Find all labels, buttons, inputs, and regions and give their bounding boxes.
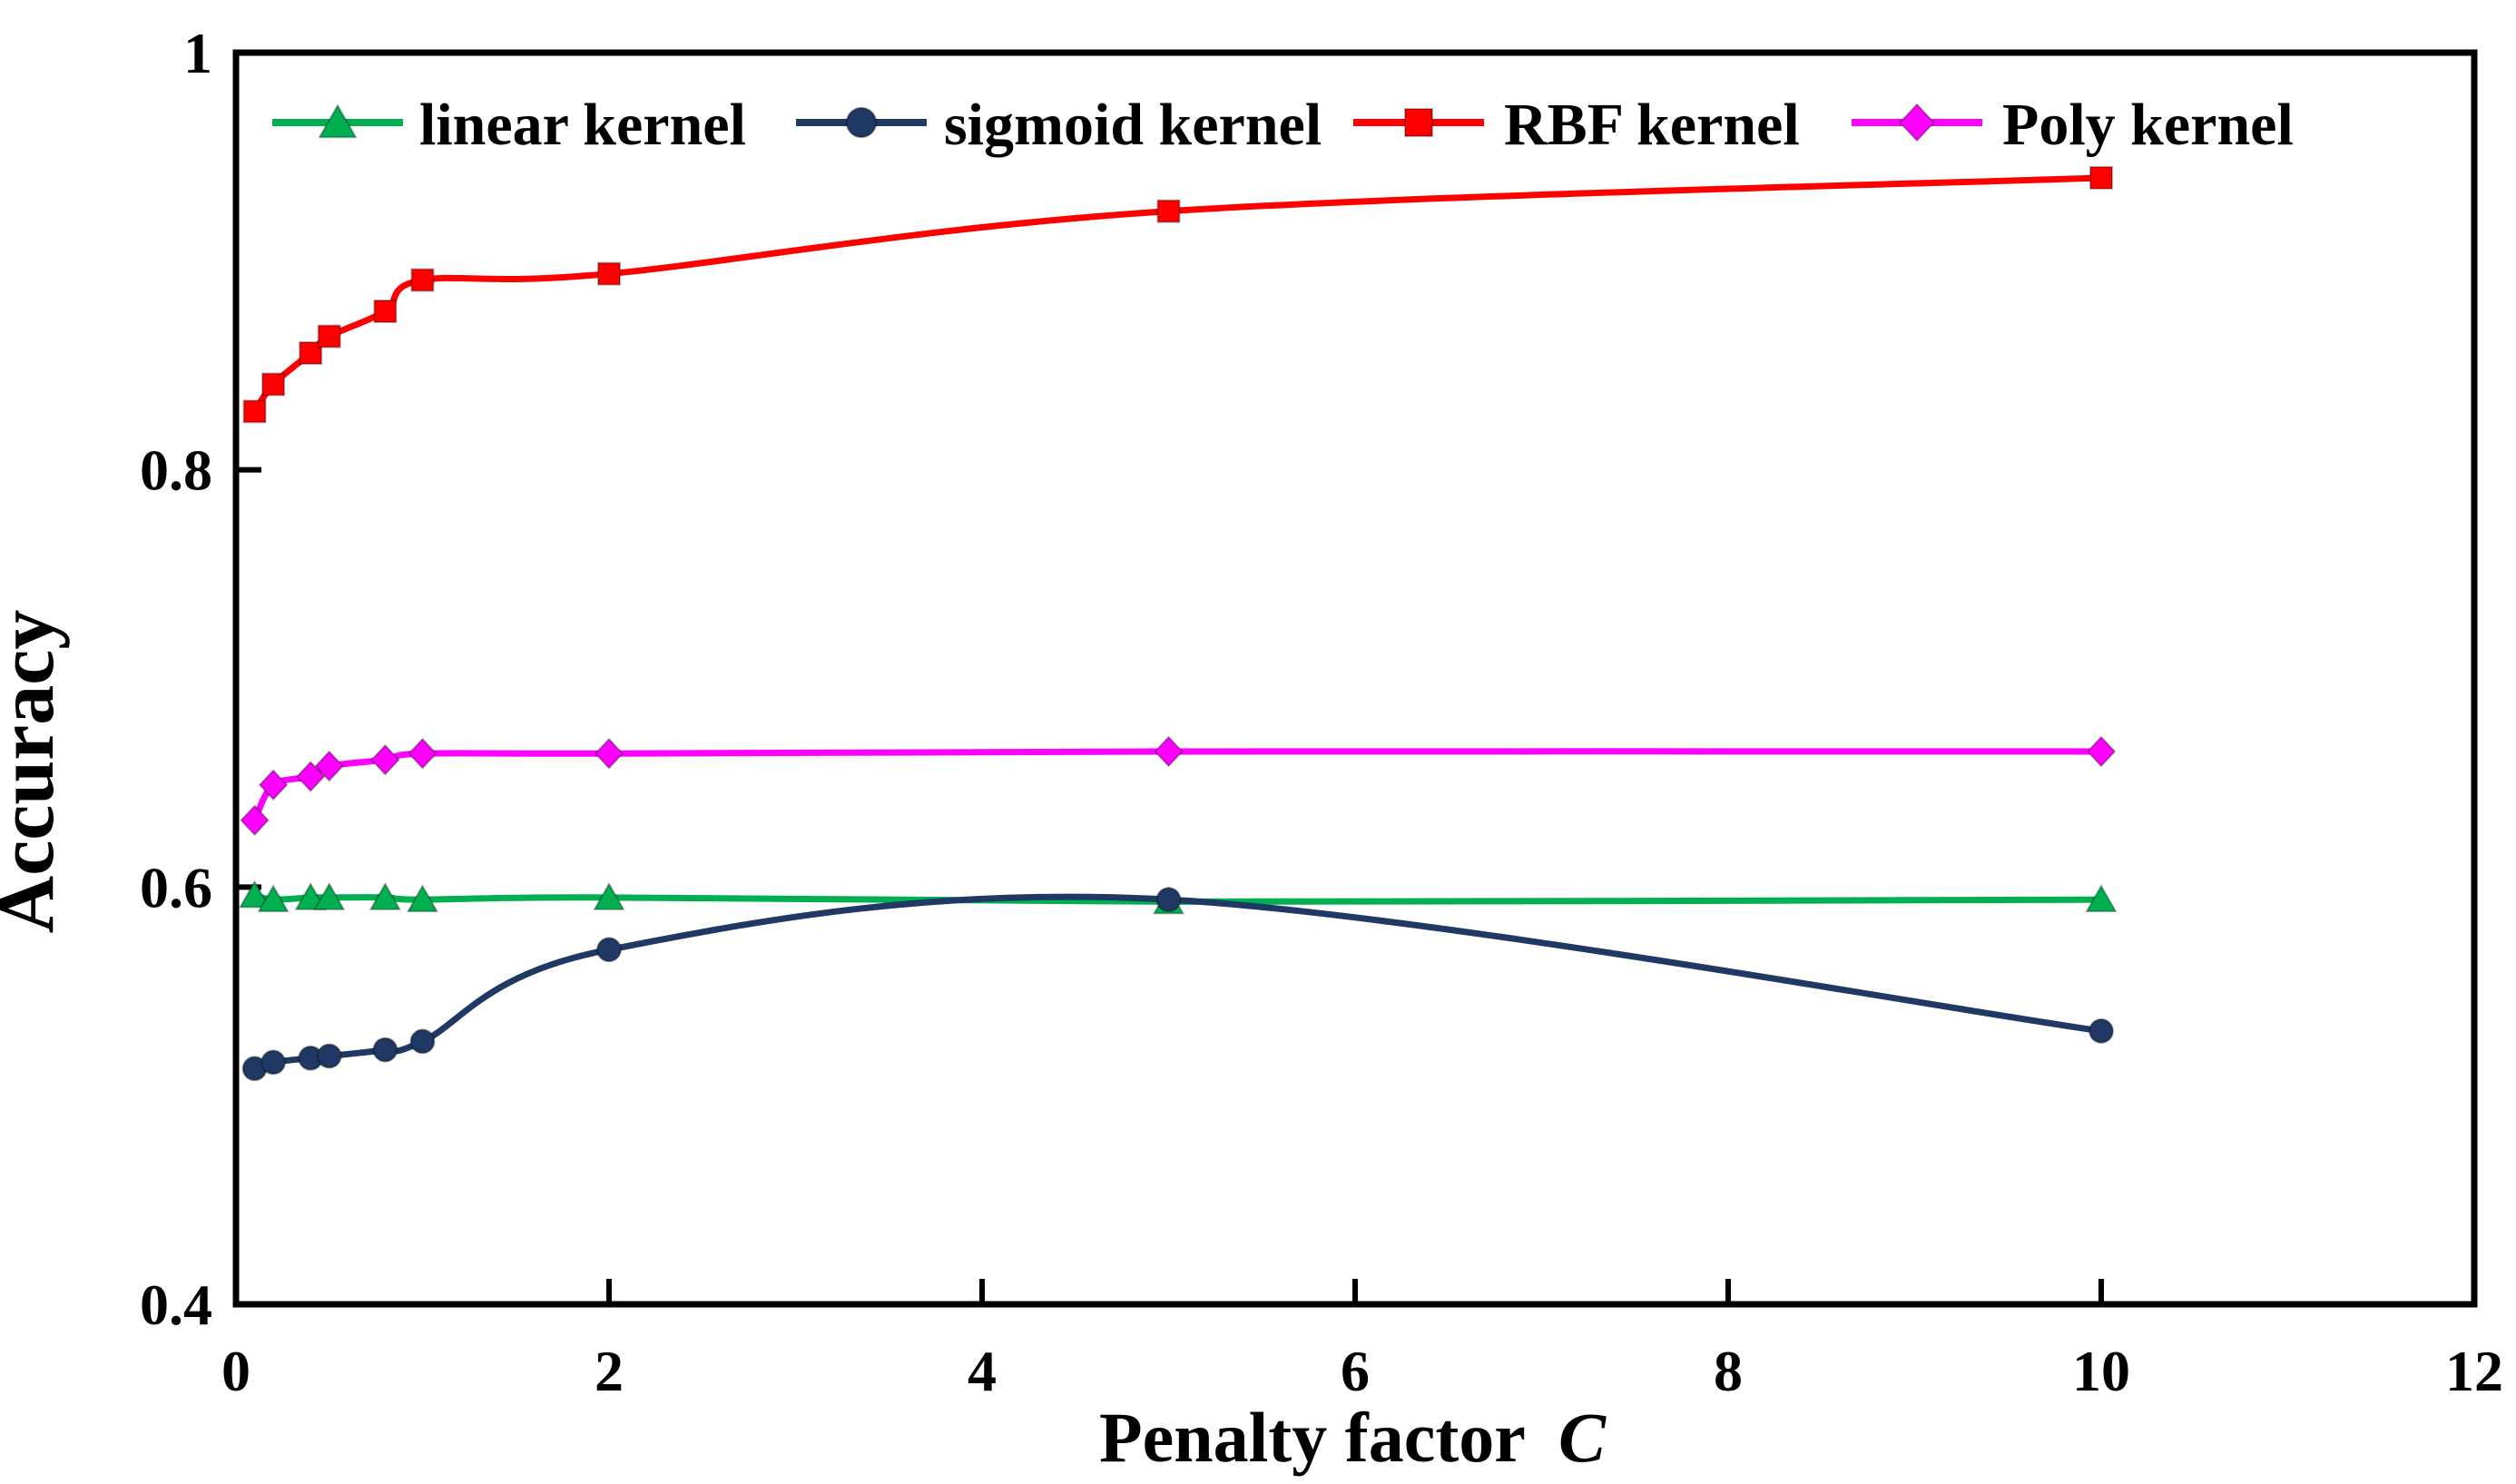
axis-ticks	[236, 467, 2104, 1304]
tick-labels: 0 2 4 6 8 10 12 0.4 0.6 0.8 1	[140, 21, 2503, 1403]
marker-rbf-kernel-2	[597, 261, 621, 286]
series-poly-kernel	[240, 735, 2117, 837]
marker-rbf-kernel-1	[410, 268, 435, 292]
marker-linear-kernel-0.2	[257, 884, 290, 913]
marker-linear-kernel-2	[593, 881, 625, 910]
marker-linear-kernel-0.8	[369, 881, 402, 910]
marker-linear-kernel-0.1	[238, 880, 271, 909]
marker-rbf-kernel-0.8	[373, 299, 398, 323]
legend-item-rbf-kernel: RBF kernel	[1353, 92, 1800, 158]
x-tick-label-6: 6	[1341, 1339, 1370, 1403]
marker-linear-kernel-0.5	[313, 881, 346, 910]
marker-poly-kernel-5	[1154, 735, 1184, 768]
marker-poly-kernel-1	[408, 737, 437, 770]
series-sigmoid-kernel	[241, 887, 2114, 1082]
data-series	[238, 165, 2118, 1082]
series-line-poly-kernel	[251, 748, 2102, 822]
legend-marker-poly-kernel	[1898, 103, 1936, 143]
plot-area-border	[232, 49, 2478, 1308]
series-line-sigmoid-kernel	[253, 893, 2102, 1072]
x-tick-label-0: 0	[221, 1339, 251, 1403]
x-tick-label-4: 4	[968, 1339, 997, 1403]
marker-poly-kernel-10	[2086, 735, 2117, 768]
marker-poly-kernel-0.1	[240, 804, 270, 837]
y-tick-label-0.4: 0.4	[140, 1273, 212, 1337]
legend: linear kernel sigmoid kernel RBF kernel Pol…	[272, 92, 2294, 158]
marker-sigmoid-kernel-10	[2088, 1017, 2114, 1044]
y-tick-label-1: 1	[183, 21, 212, 85]
series-rbf-kernel	[242, 165, 2113, 424]
x-axis-title-text: Penalty factor	[1099, 1398, 1525, 1477]
y-axis-title: Accuracy	[0, 610, 71, 934]
legend-label-rbf-kernel: RBF kernel	[1504, 92, 1800, 158]
marker-sigmoid-kernel-0.8	[372, 1037, 398, 1063]
marker-linear-kernel-0.4	[294, 881, 327, 910]
marker-poly-kernel-0.4	[295, 761, 326, 792]
marker-rbf-kernel-0.4	[299, 340, 323, 365]
marker-poly-kernel-0.2	[258, 769, 289, 801]
legend-marker-sigmoid-kernel	[845, 106, 878, 139]
marker-linear-kernel-10	[2085, 884, 2118, 913]
legend-marker-linear-kernel	[318, 103, 358, 139]
marker-rbf-kernel-0.2	[261, 372, 286, 397]
x-axis-title: Penalty factor C	[1099, 1398, 1607, 1477]
marker-sigmoid-kernel-0.2	[260, 1049, 287, 1076]
marker-sigmoid-kernel-0.5	[316, 1043, 342, 1069]
x-tick-label-8: 8	[1714, 1339, 1743, 1403]
marker-poly-kernel-0.8	[370, 743, 400, 776]
marker-sigmoid-kernel-1	[409, 1028, 436, 1055]
x-tick-label-2: 2	[595, 1339, 624, 1403]
marker-rbf-kernel-5	[1156, 199, 1181, 223]
y-tick-label-0.6: 0.6	[140, 855, 212, 919]
legend-item-sigmoid-kernel: sigmoid kernel	[796, 92, 1322, 158]
marker-linear-kernel-1	[406, 884, 439, 913]
y-tick-label-0.8: 0.8	[140, 438, 212, 503]
legend-label-linear-kernel: linear kernel	[419, 92, 746, 158]
x-tick-label-12: 12	[2445, 1339, 2503, 1403]
marker-poly-kernel-0.5	[314, 750, 345, 782]
marker-sigmoid-kernel-2	[596, 937, 622, 963]
legend-label-sigmoid-kernel: sigmoid kernel	[944, 92, 1322, 158]
marker-rbf-kernel-10	[2089, 165, 2113, 190]
legend-item-linear-kernel: linear kernel	[272, 92, 746, 158]
marker-rbf-kernel-0.1	[242, 399, 267, 424]
legend-item-poly-kernel: Poly kernel	[1852, 92, 2294, 158]
legend-label-poly-kernel: Poly kernel	[2002, 92, 2294, 158]
marker-sigmoid-kernel-5	[1155, 887, 1182, 913]
x-axis-title-symbol: C	[1558, 1398, 1607, 1477]
legend-marker-rbf-kernel	[1404, 108, 1433, 137]
marker-poly-kernel-2	[594, 737, 624, 770]
x-tick-label-10: 10	[2072, 1339, 2130, 1403]
marker-rbf-kernel-0.5	[317, 324, 341, 349]
